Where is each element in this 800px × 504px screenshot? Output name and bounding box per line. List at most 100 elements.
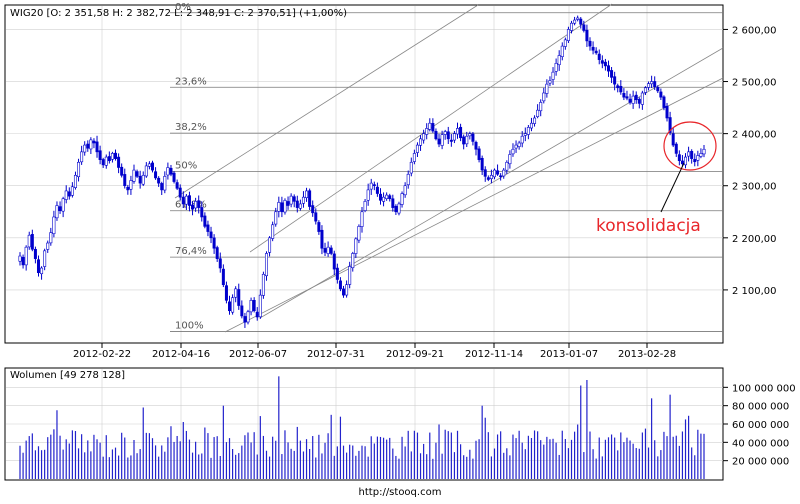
y-tick-label: 2 500,00 <box>732 78 777 89</box>
volume-tick-label: 60 000 000 <box>732 420 789 431</box>
candle-body <box>77 161 81 178</box>
ohlc-values: [O: 2 351,58 H: 2 382,72 L: 2 348,91 C: … <box>47 8 348 19</box>
candle-body <box>394 205 398 213</box>
candle-body <box>659 91 663 98</box>
candle-body <box>687 151 691 157</box>
candle-body <box>699 153 703 157</box>
candle-body <box>456 128 460 135</box>
candle-body <box>283 200 287 213</box>
candle-body <box>594 50 598 54</box>
source-footer: http://stooq.com <box>359 487 442 498</box>
candle-body <box>471 133 475 142</box>
candle-body <box>656 87 660 92</box>
candle-body <box>83 144 87 153</box>
candle-body <box>70 186 74 196</box>
x-tick-label: 2012-04-16 <box>152 349 210 360</box>
candle-body <box>49 232 53 244</box>
candle-body <box>354 238 358 254</box>
candle-body <box>591 46 595 51</box>
candle-body <box>357 226 361 241</box>
candle-body <box>465 135 469 145</box>
volume-tick-label: 20 000 000 <box>732 457 789 468</box>
candle-body <box>114 152 118 159</box>
candle-body <box>653 81 657 88</box>
candle-body <box>150 162 154 171</box>
candle-body <box>46 242 50 250</box>
candle-body <box>95 141 99 153</box>
candle-body <box>191 204 195 210</box>
candle-body <box>110 153 114 160</box>
candle-body <box>40 267 44 275</box>
candle-body <box>264 253 268 277</box>
candle-body <box>277 202 281 212</box>
candle-body <box>693 159 697 163</box>
candle-body <box>209 231 213 239</box>
candle-body <box>36 259 40 274</box>
candle-body <box>89 139 93 150</box>
candle-body <box>631 95 635 104</box>
candle-body <box>141 175 145 185</box>
volume-tick-label: 80 000 000 <box>732 402 789 413</box>
fibonacci-label: 100% <box>175 321 204 332</box>
candle-body <box>428 122 432 130</box>
candle-body <box>496 170 500 175</box>
candle-body <box>258 294 262 318</box>
candle-body <box>499 175 503 178</box>
candle-body <box>33 248 37 259</box>
candle-body <box>360 211 364 227</box>
candle-body <box>243 316 247 323</box>
candle-body <box>181 196 185 205</box>
candle-body <box>459 126 463 139</box>
candle-body <box>702 148 706 155</box>
candle-body <box>215 247 219 259</box>
x-tick-label: 2013-01-07 <box>540 349 598 360</box>
candle-body <box>345 284 349 296</box>
candle-body <box>542 92 546 102</box>
candle-body <box>132 169 136 182</box>
candle-body <box>684 156 688 166</box>
consolidation-label: konsolidacja <box>596 216 701 236</box>
candle-body <box>526 127 530 135</box>
candle-body <box>98 150 102 160</box>
x-tick-label: 2012-07-31 <box>307 349 365 360</box>
y-tick-label: 2 600,00 <box>732 25 777 36</box>
candle-body <box>483 169 487 177</box>
candle-body <box>157 177 161 184</box>
candle-body <box>372 184 376 187</box>
candle-body <box>138 175 142 184</box>
candle-body <box>419 138 423 146</box>
candle-body <box>573 19 577 24</box>
candle-body <box>289 195 293 205</box>
candle-body <box>588 40 592 47</box>
candle-body <box>557 55 561 66</box>
candle-body <box>582 24 586 31</box>
candle-body <box>397 203 401 214</box>
candle-body <box>144 165 148 177</box>
candle-body <box>508 154 512 165</box>
candle-body <box>311 205 315 214</box>
candle-body <box>579 18 583 25</box>
y-tick-label: 2 400,00 <box>732 130 777 141</box>
candle-body <box>425 128 429 135</box>
candle-body <box>391 198 395 208</box>
candle-body <box>24 246 28 266</box>
candle-body <box>268 237 272 253</box>
candle-body <box>523 133 527 136</box>
candle-body <box>320 229 324 249</box>
candle-body <box>480 157 484 171</box>
consolidation-circle <box>663 121 717 171</box>
candle-body <box>520 135 524 144</box>
candle-body <box>640 92 644 105</box>
candle-body <box>637 98 641 104</box>
candle-body <box>147 163 151 167</box>
candle-body <box>385 194 389 200</box>
candle-body <box>529 122 533 129</box>
candle-body <box>206 224 210 232</box>
candle-body <box>308 190 312 207</box>
candle-body <box>43 250 47 267</box>
candle-body <box>619 85 623 93</box>
candle-body <box>305 190 309 199</box>
candle-body <box>403 185 407 196</box>
candle-body <box>597 53 601 60</box>
candle-body <box>375 186 379 194</box>
